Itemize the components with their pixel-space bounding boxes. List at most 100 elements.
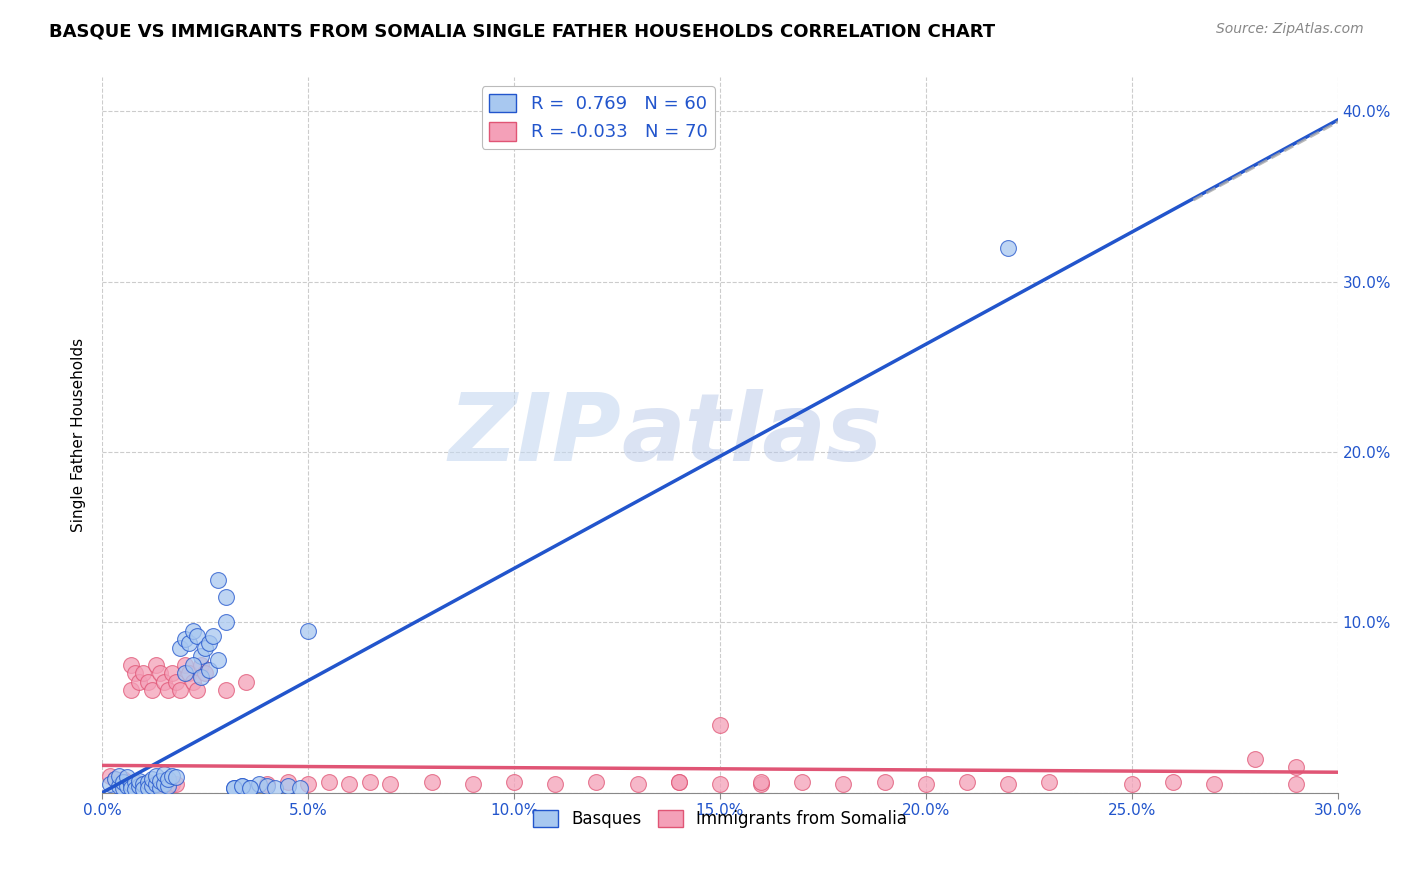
Point [198, 663, 221, 677]
Point [709, 717, 731, 731]
Point [190, 649, 212, 664]
Point [160, 666, 183, 681]
Point [256, 777, 278, 791]
Point [544, 777, 567, 791]
Point [173, 666, 195, 681]
Point [749, 777, 772, 791]
Point [173, 632, 195, 647]
Point [111, 775, 134, 789]
Point [276, 775, 298, 789]
Text: Source: ZipAtlas.com: Source: ZipAtlas.com [1216, 22, 1364, 37]
Point [107, 779, 129, 793]
Point [149, 773, 172, 788]
Point [160, 769, 183, 783]
Point [149, 666, 172, 681]
Point [420, 775, 443, 789]
Point [318, 775, 340, 789]
Point [181, 675, 204, 690]
Point [873, 775, 896, 789]
Point [256, 779, 278, 793]
Point [181, 657, 204, 672]
Point [120, 780, 142, 795]
Point [160, 777, 183, 791]
Point [177, 636, 200, 650]
Point [190, 657, 212, 672]
Point [359, 775, 381, 789]
Point [111, 772, 134, 786]
Point [181, 624, 204, 638]
Point [956, 775, 979, 789]
Point [997, 777, 1019, 791]
Point [132, 777, 155, 791]
Point [128, 777, 150, 791]
Point [103, 772, 125, 786]
Point [136, 780, 159, 795]
Point [207, 573, 229, 587]
Point [380, 777, 402, 791]
Point [136, 675, 159, 690]
Point [153, 777, 176, 791]
Point [264, 780, 287, 795]
Point [997, 241, 1019, 255]
Point [207, 653, 229, 667]
Point [136, 777, 159, 791]
Point [149, 780, 172, 795]
Point [111, 780, 134, 795]
Point [128, 675, 150, 690]
Point [222, 780, 245, 795]
Point [186, 683, 208, 698]
Point [247, 777, 270, 791]
Point [157, 683, 180, 698]
Point [1038, 775, 1060, 789]
Point [239, 780, 262, 795]
Point [792, 775, 814, 789]
Point [115, 779, 138, 793]
Point [157, 772, 180, 786]
Point [165, 675, 187, 690]
Point [100, 769, 122, 783]
Point [186, 629, 208, 643]
Point [145, 777, 167, 791]
Y-axis label: Single Father Households: Single Father Households [72, 338, 86, 533]
Point [115, 770, 138, 784]
Point [1121, 777, 1143, 791]
Point [288, 780, 311, 795]
Point [914, 777, 936, 791]
Point [198, 636, 221, 650]
Point [149, 777, 172, 791]
Point [1285, 760, 1308, 774]
Point [709, 777, 731, 791]
Point [832, 777, 855, 791]
Point [276, 779, 298, 793]
Text: atlas: atlas [621, 389, 883, 481]
Point [157, 779, 180, 793]
Point [153, 767, 176, 781]
Point [141, 683, 163, 698]
Point [120, 683, 142, 698]
Point [461, 777, 484, 791]
Point [297, 624, 319, 638]
Point [239, 780, 262, 795]
Point [1244, 751, 1267, 765]
Point [177, 666, 200, 681]
Point [668, 775, 690, 789]
Point [132, 782, 155, 797]
Point [215, 615, 238, 630]
Point [128, 773, 150, 788]
Point [231, 779, 253, 793]
Point [165, 777, 187, 791]
Point [169, 640, 191, 655]
Point [132, 666, 155, 681]
Point [124, 782, 146, 797]
Point [115, 775, 138, 789]
Point [124, 775, 146, 789]
Point [190, 670, 212, 684]
Point [1285, 777, 1308, 791]
Text: BASQUE VS IMMIGRANTS FROM SOMALIA SINGLE FATHER HOUSEHOLDS CORRELATION CHART: BASQUE VS IMMIGRANTS FROM SOMALIA SINGLE… [49, 22, 995, 40]
Point [103, 772, 125, 786]
Point [157, 777, 180, 791]
Point [145, 777, 167, 791]
Point [235, 675, 257, 690]
Point [120, 777, 142, 791]
Point [145, 769, 167, 783]
